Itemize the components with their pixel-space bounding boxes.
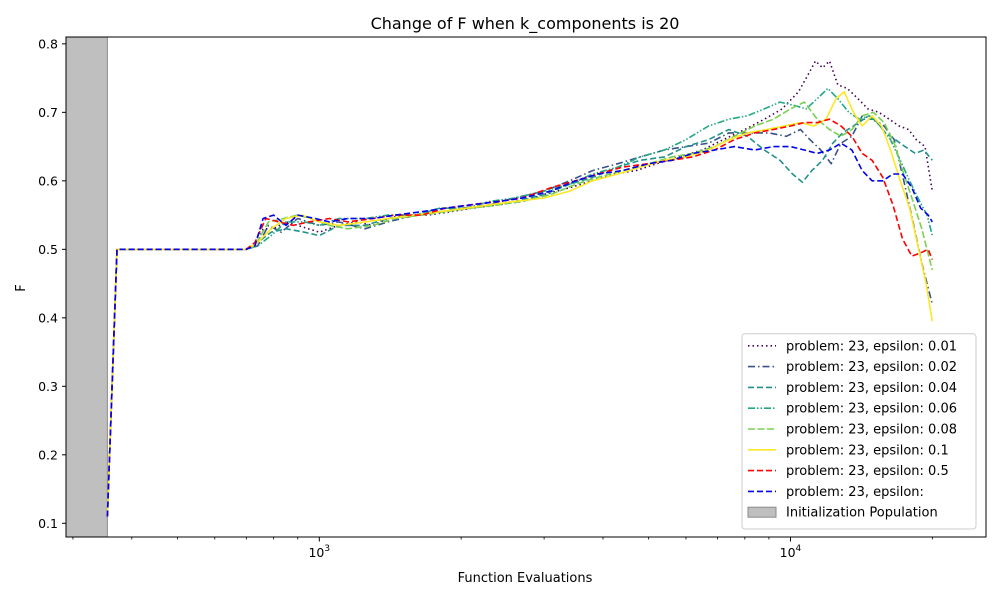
y-tick-label: 0.7 (38, 105, 58, 120)
y-tick-label: 0.4 (38, 310, 58, 325)
series-line-4 (106, 87, 934, 517)
legend-label-init-population: Initialization Population (786, 506, 938, 521)
series-line-3 (106, 118, 933, 517)
x-axis-title: Function Evaluations (458, 571, 593, 586)
legend-box (741, 333, 977, 530)
legend-swatch-init-population (747, 506, 777, 518)
legend-label-2: problem: 23, epsilon: 0.02 (786, 360, 957, 375)
legend-label-5: problem: 23, epsilon: 0.08 (786, 423, 957, 438)
legend-label-4: problem: 23, epsilon: 0.06 (786, 402, 957, 417)
x-tick-label: 104 (780, 544, 802, 560)
legend: problem: 23, epsilon: 0.01 problem: 23, e… (741, 333, 977, 530)
legend-label-7: problem: 23, epsilon: 0.5 (786, 464, 949, 479)
y-axis-title: F (14, 284, 29, 291)
y-tick-label: 0.6 (38, 173, 58, 188)
plot-area: 0.1 0.2 0.3 0.4 0.5 0.6 0.7 0.8 103 104 (38, 36, 987, 560)
series-line-7 (106, 118, 934, 517)
init-population-region (65, 36, 108, 538)
legend-label-3: problem: 23, epsilon: 0.04 (786, 381, 957, 396)
series-group (106, 60, 934, 517)
series-line-8 (106, 142, 933, 517)
series-line-1 (106, 60, 934, 517)
y-tick-label: 0.8 (38, 36, 58, 51)
y-tick-label: 0.3 (38, 379, 58, 394)
legend-label-1: problem: 23, epsilon: 0.01 (786, 339, 957, 354)
y-tick-label: 0.1 (38, 516, 58, 531)
axes-frame (65, 36, 987, 538)
y-tick-label: 0.5 (38, 242, 58, 257)
y-tick-label: 0.2 (38, 447, 58, 462)
chart-title: Change of F when k_components is 20 (371, 14, 680, 34)
x-tick-label: 103 (308, 544, 330, 560)
legend-label-8: problem: 23, epsilon: (786, 485, 924, 500)
series-line-6 (106, 91, 934, 517)
legend-label-6: problem: 23, epsilon: 0.1 (786, 443, 949, 458)
